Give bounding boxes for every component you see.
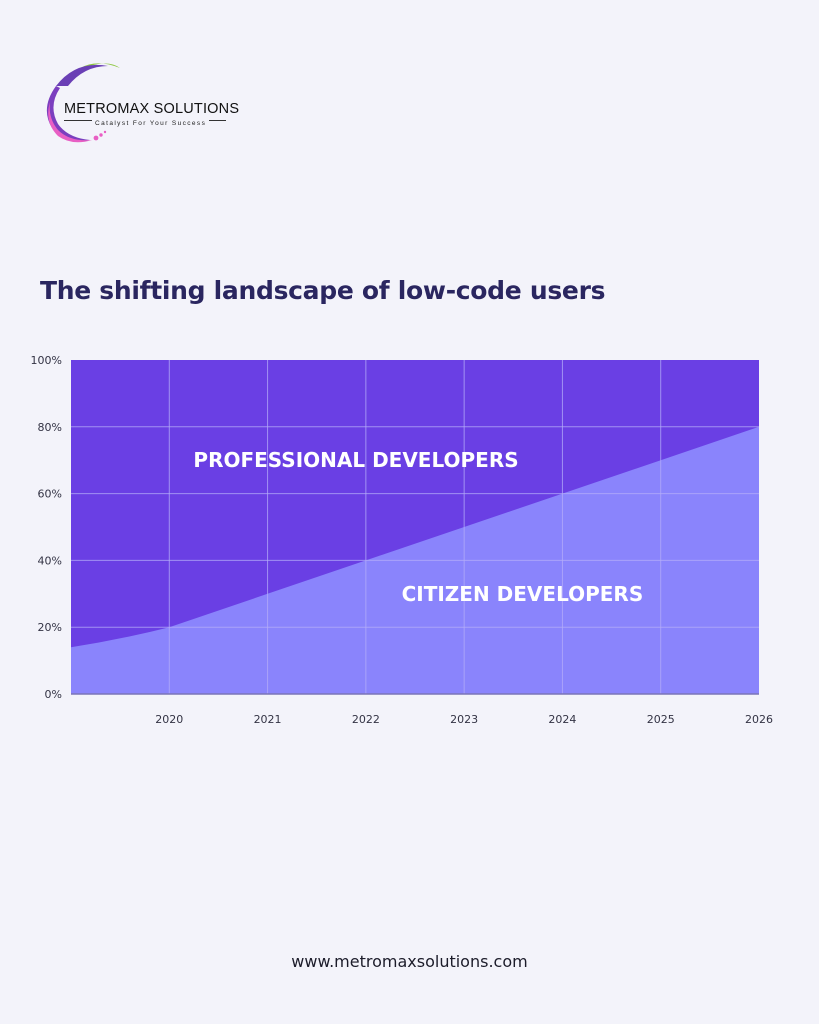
x-tick-label: 2026 <box>745 713 773 726</box>
x-tick-label: 2024 <box>548 713 576 726</box>
brand-logo: METROMAX SOLUTIONS Catalyst For Your Suc… <box>34 56 239 148</box>
x-tick-label: 2022 <box>352 713 380 726</box>
y-tick-label: 20% <box>38 621 62 634</box>
brand-name: METROMAX SOLUTIONS <box>64 101 240 117</box>
footer-website-url[interactable]: www.metromaxsolutions.com <box>291 952 528 971</box>
logo-swoosh-icon <box>46 63 120 143</box>
x-tick-label: 2020 <box>155 713 183 726</box>
x-tick-label: 2023 <box>450 713 478 726</box>
series-label-citizen-developers: CITIZEN DEVELOPERS <box>402 582 644 606</box>
x-tick-label: 2025 <box>647 713 675 726</box>
x-tick-label: 2021 <box>254 713 282 726</box>
y-tick-label: 40% <box>38 554 62 567</box>
y-tick-label: 60% <box>38 488 62 501</box>
series-label-professional-developers: PROFESSIONAL DEVELOPERS <box>193 448 518 472</box>
brand-tagline: Catalyst For Your Success <box>92 120 210 127</box>
low-code-users-area-chart: 0% 20% 40% 60% 80% 100% 2020 2021 2022 2023 2024 20… <box>31 354 773 726</box>
y-tick-label: 0% <box>45 688 62 701</box>
y-tick-label: 80% <box>38 421 62 434</box>
chart-title: The shifting landscape of low-code users <box>40 276 606 305</box>
y-tick-label: 100% <box>31 354 62 367</box>
